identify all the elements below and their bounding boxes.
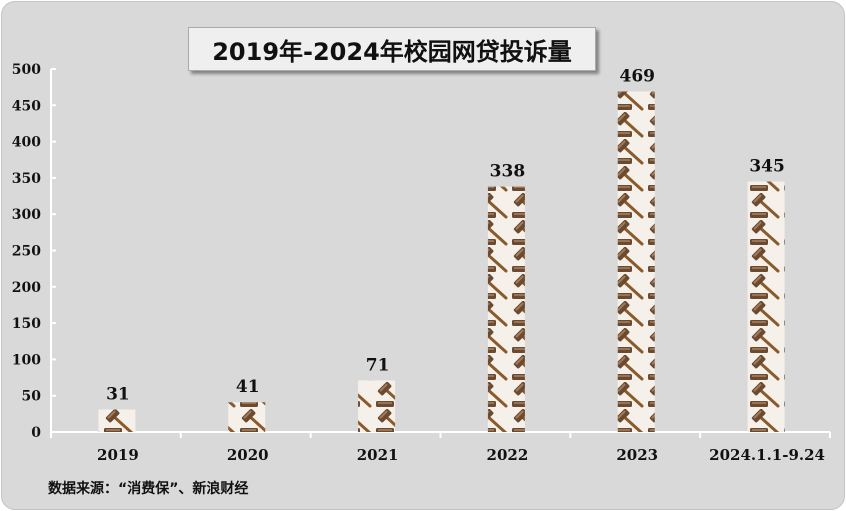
data-label: 71: [366, 355, 390, 375]
bar-2022: [487, 186, 525, 432]
data-label: 345: [749, 157, 785, 177]
y-tick-label: 0: [31, 425, 41, 441]
data-label: 41: [236, 377, 260, 397]
y-tick-label: 150: [12, 316, 41, 332]
y-tick-label: 200: [12, 280, 41, 296]
y-tick-label: 350: [12, 171, 41, 187]
y-tick-label: 50: [22, 389, 42, 405]
y-tick-label: 500: [12, 62, 41, 78]
title-box: 2019年-2024年校园网贷投诉量: [188, 27, 596, 71]
bar-2023: [617, 91, 655, 433]
y-tick-label: 250: [12, 244, 41, 260]
y-tick-label: 300: [12, 207, 41, 223]
bar-2020: [228, 402, 266, 432]
x-tick-label: 2023: [616, 446, 658, 464]
x-tick-label: 2020: [227, 446, 269, 464]
x-tick-label: 2019: [97, 446, 139, 464]
bar-2024.1.1-9.24: [747, 181, 785, 432]
y-tick-label: 400: [12, 135, 41, 151]
x-tick-label: 2021: [357, 446, 399, 464]
x-tick-label: 2022: [487, 446, 529, 464]
chart-title: 2019年-2024年校园网贷投诉量: [212, 37, 572, 66]
data-label: 469: [620, 67, 656, 87]
x-tick-label: 2024.1.1-9.24: [709, 446, 825, 464]
bar-2019: [98, 409, 136, 432]
bar-2021: [358, 380, 396, 432]
data-label: 338: [490, 162, 526, 182]
y-tick-label: 450: [12, 98, 41, 114]
data-label: 31: [106, 384, 130, 404]
source-note: 数据来源：“消费保”、新浪财经: [48, 481, 249, 497]
y-tick-label: 100: [12, 352, 41, 368]
